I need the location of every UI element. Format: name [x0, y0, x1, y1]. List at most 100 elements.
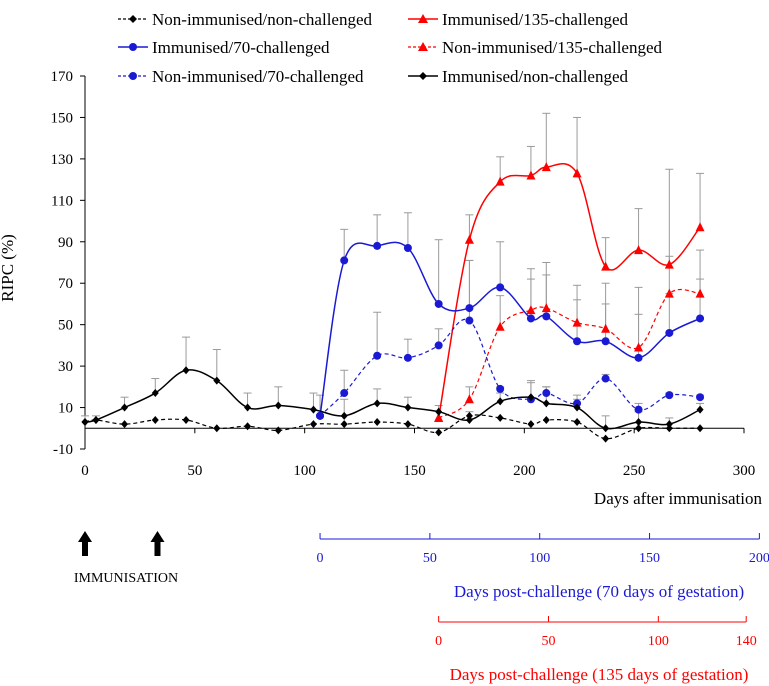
data-point: [696, 314, 705, 323]
secondary-axis-label-70: Days post-challenge (70 days of gestatio…: [454, 582, 744, 601]
data-point: [373, 351, 382, 360]
data-point: [634, 405, 643, 414]
data-point: [542, 389, 551, 398]
data-point: [434, 341, 443, 350]
secondary-tick-label: 200: [749, 551, 769, 566]
data-point: [244, 403, 252, 412]
data-point: [601, 323, 611, 333]
data-point: [435, 407, 443, 416]
secondary-axis-label-135: Days post-challenge (135 days of gestati…: [450, 665, 749, 684]
data-point: [526, 314, 535, 323]
immunisation-label: IMMUNISATION: [74, 571, 178, 586]
data-point: [573, 403, 581, 412]
x-tick-label: 50: [187, 463, 202, 479]
data-point: [464, 234, 474, 244]
y-tick-label: 10: [58, 401, 73, 417]
y-tick-label: 130: [51, 152, 74, 168]
series-line-2: [319, 241, 701, 416]
data-point: [695, 288, 705, 298]
series-lines: [84, 163, 701, 440]
secondary-tick-label: 0: [317, 551, 324, 566]
data-point: [340, 389, 349, 398]
data-point: [572, 168, 582, 178]
data-point: [340, 256, 349, 265]
data-point: [274, 426, 282, 435]
data-point: [373, 399, 381, 408]
data-point: [573, 399, 582, 408]
data-point: [316, 411, 325, 420]
data-point: [602, 434, 610, 443]
y-tick-label: 70: [58, 276, 73, 292]
data-point: [244, 422, 252, 431]
data-point: [542, 415, 550, 424]
legend-label: Immunised/non-challenged: [442, 67, 629, 86]
data-point: [542, 312, 551, 321]
secondary-tick-label: 150: [639, 551, 660, 566]
y-tick-label: 50: [58, 318, 73, 334]
series-line-3: [438, 288, 701, 419]
x-tick-label: 300: [733, 463, 756, 479]
data-point: [373, 241, 382, 250]
series-line-5: [84, 369, 701, 430]
data-point: [464, 394, 474, 404]
x-tick-label: 200: [513, 463, 536, 479]
data-point: [434, 299, 443, 308]
secondary-axes: Days post-challenge (70 days of gestatio…: [317, 533, 769, 684]
data-point: [665, 328, 674, 337]
data-point: [403, 243, 412, 252]
data-point: [696, 405, 704, 414]
series-line-0: [84, 414, 701, 440]
y-tick-label: 90: [58, 235, 73, 251]
immunisation-markers: IMMUNISATION: [74, 531, 178, 586]
data-point: [465, 415, 473, 424]
series-line-1: [437, 163, 701, 419]
data-point: [465, 411, 473, 420]
x-axis-label: Days after immunisation: [594, 489, 763, 508]
data-point: [373, 418, 381, 427]
data-point: [340, 420, 348, 429]
data-point: [213, 424, 221, 433]
y-tick-label: 110: [51, 193, 73, 209]
data-point: [309, 420, 317, 429]
secondary-tick-label: 140: [736, 634, 757, 649]
data-point: [696, 393, 705, 402]
data-point: [573, 337, 582, 346]
error-bars: [81, 112, 705, 429]
data-point: [213, 376, 221, 385]
x-tick-label: 250: [623, 463, 646, 479]
data-point: [573, 418, 581, 427]
secondary-tick-label: 50: [541, 634, 555, 649]
data-point: [696, 424, 704, 433]
legend-item-immunised-135-challenged: Immunised/135-challenged: [408, 10, 629, 29]
data-point: [526, 305, 536, 315]
data-point: [665, 420, 673, 429]
data-point: [404, 420, 412, 429]
data-point: [182, 366, 190, 375]
data-point: [403, 353, 412, 362]
data-point: [541, 303, 551, 313]
legend-item-immunised-non-challenged: Immunised/non-challenged: [408, 67, 629, 86]
data-point: [495, 321, 505, 331]
legend-label: Non-immunised/non-challenged: [152, 10, 373, 29]
data-point: [664, 288, 674, 298]
legend-item-non-immunised-70-challenged: Non-immunised/70-challenged: [118, 67, 364, 86]
data-point: [435, 428, 443, 437]
data-point: [634, 353, 643, 362]
y-tick-label: 30: [58, 359, 73, 375]
data-point: [526, 170, 536, 180]
data-point: [151, 389, 159, 398]
data-point: [496, 384, 505, 393]
data-point: [121, 420, 129, 429]
y-axis-label: RIPC (%): [0, 234, 17, 302]
data-point: [572, 317, 582, 327]
data-point: [602, 424, 610, 433]
axes: -10 10 30 50 70 90 110 130 150 170 0 50 100 150 200 250…: [51, 69, 756, 479]
data-point: [665, 424, 673, 433]
legend-item-immunised-70-challenged: Immunised/70-challenged: [118, 38, 330, 57]
y-tick-label: 170: [51, 69, 74, 85]
data-point: [635, 424, 643, 433]
data-point: [527, 393, 535, 402]
data-point: [601, 374, 610, 383]
data-point: [274, 401, 282, 410]
immunisation-arrow-icon: [150, 531, 165, 556]
